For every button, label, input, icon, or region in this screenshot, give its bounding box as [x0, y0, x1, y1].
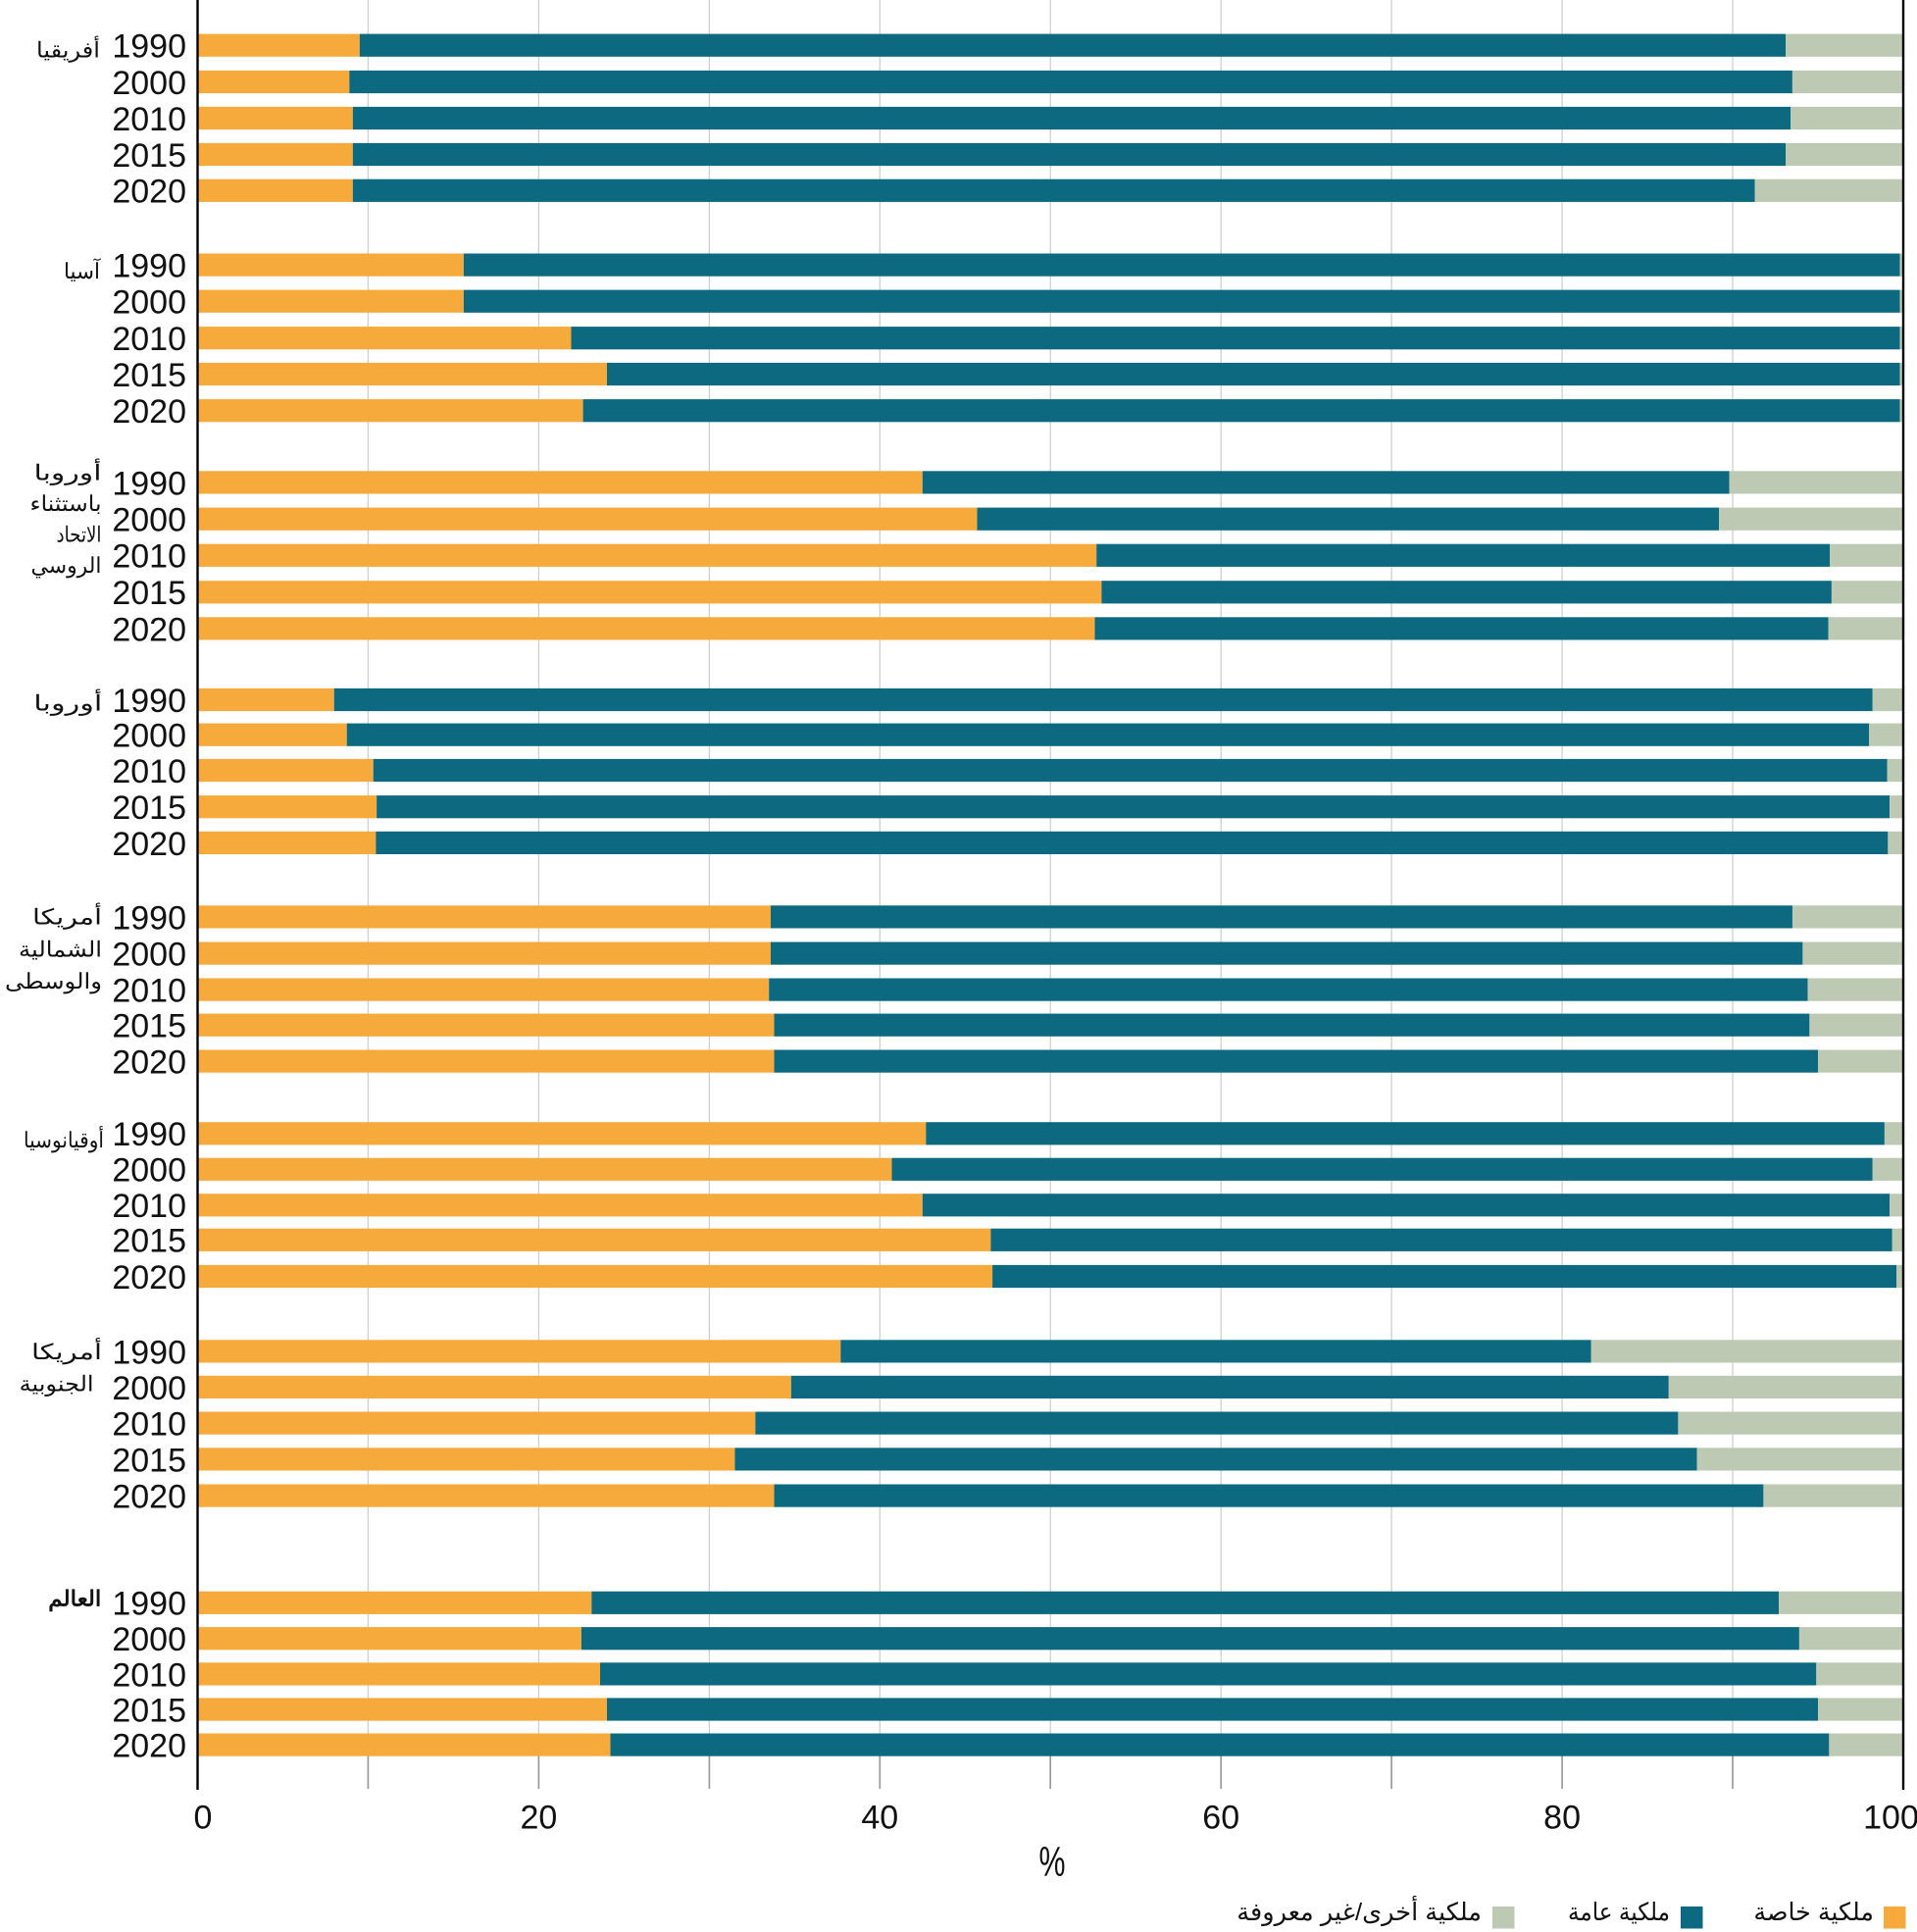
svg-text:العالم: العالم — [48, 1587, 101, 1612]
svg-text:2020: 2020 — [112, 826, 186, 863]
svg-text:أوروبا: أوروبا — [34, 458, 102, 486]
svg-text:2015: 2015 — [112, 137, 186, 175]
svg-text:2010: 2010 — [112, 753, 186, 790]
svg-text:1990: 1990 — [112, 248, 186, 285]
svg-text:1990: 1990 — [112, 465, 186, 502]
svg-text:1990: 1990 — [112, 1116, 186, 1153]
svg-text:80: 80 — [1543, 1800, 1581, 1837]
svg-text:2010: 2010 — [112, 1188, 186, 1225]
svg-text:ملكية أخرى/غير معروفة: ملكية أخرى/غير معروفة — [1236, 1895, 1482, 1927]
svg-text:2015: 2015 — [112, 1008, 186, 1045]
svg-text:ملكية خاصة: ملكية خاصة — [1753, 1899, 1874, 1926]
svg-text:0: 0 — [194, 1800, 213, 1837]
svg-text:أفريقيا: أفريقيا — [36, 35, 100, 64]
svg-text:2020: 2020 — [112, 174, 186, 211]
svg-text:1990: 1990 — [112, 899, 186, 937]
svg-text:2010: 2010 — [112, 1406, 186, 1444]
svg-text:1990: 1990 — [112, 28, 186, 66]
svg-text:2020: 2020 — [112, 393, 186, 431]
svg-text:2015: 2015 — [112, 1692, 186, 1729]
svg-text:باستثناء: باستثناء — [30, 491, 102, 516]
svg-text:2015: 2015 — [112, 1223, 186, 1260]
svg-text:2015: 2015 — [112, 357, 186, 394]
svg-text:2000: 2000 — [112, 1621, 186, 1658]
svg-text:أوقيانوسيا: أوقيانوسيا — [24, 1125, 104, 1153]
svg-text:100: 100 — [1863, 1800, 1917, 1837]
svg-text:أوروبا: أوروبا — [33, 687, 102, 716]
svg-text:ملكية عامة: ملكية عامة — [1568, 1899, 1670, 1926]
svg-text:40: 40 — [861, 1800, 898, 1837]
svg-text:60: 60 — [1202, 1800, 1239, 1837]
svg-text:الشمالية: الشمالية — [19, 937, 102, 961]
svg-text:2000: 2000 — [112, 937, 186, 974]
svg-text:2010: 2010 — [112, 321, 186, 358]
svg-text:2010: 2010 — [112, 538, 186, 576]
svg-text:2000: 2000 — [112, 1370, 186, 1407]
svg-text:%: % — [1039, 1839, 1066, 1886]
svg-text:2020: 2020 — [112, 1479, 186, 1516]
svg-text:آسيا: آسيا — [64, 258, 101, 283]
svg-text:1990: 1990 — [112, 1334, 186, 1371]
svg-text:والوسطى: والوسطى — [5, 969, 102, 994]
svg-text:الجنوبية: الجنوبية — [20, 1372, 94, 1398]
svg-text:2020: 2020 — [112, 1728, 186, 1765]
svg-text:2020: 2020 — [112, 1259, 186, 1296]
svg-text:2020: 2020 — [112, 1044, 186, 1082]
svg-text:2010: 2010 — [112, 973, 186, 1010]
svg-text:أمريكا: أمريكا — [31, 1337, 102, 1365]
svg-text:2015: 2015 — [112, 575, 186, 612]
svg-text:2015: 2015 — [112, 789, 186, 827]
svg-text:2020: 2020 — [112, 611, 186, 648]
svg-text:2015: 2015 — [112, 1442, 186, 1479]
svg-text:2010: 2010 — [112, 101, 186, 138]
svg-text:الروسي: الروسي — [31, 553, 102, 579]
svg-text:2000: 2000 — [112, 284, 186, 322]
svg-text:أمريكا: أمريكا — [32, 902, 102, 931]
svg-text:2000: 2000 — [112, 718, 186, 755]
svg-text:2000: 2000 — [112, 65, 186, 102]
svg-text:1990: 1990 — [112, 683, 186, 720]
svg-text:الاتحاد: الاتحاد — [57, 523, 102, 547]
svg-text:2010: 2010 — [112, 1656, 186, 1694]
svg-text:1990: 1990 — [112, 1586, 186, 1623]
svg-text:20: 20 — [520, 1800, 557, 1837]
svg-text:2000: 2000 — [112, 502, 186, 539]
svg-text:2000: 2000 — [112, 1152, 186, 1190]
